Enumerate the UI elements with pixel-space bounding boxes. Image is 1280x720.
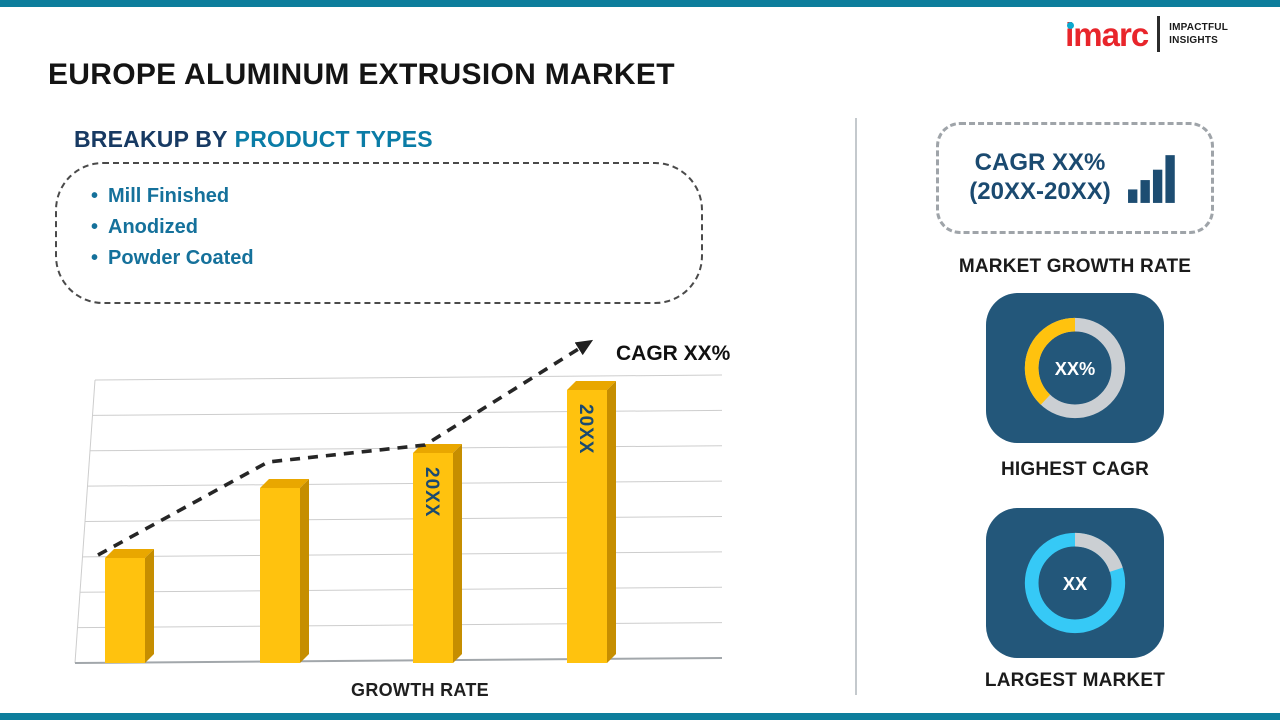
largest-market-value: XX — [1063, 573, 1087, 594]
market-growth-rate-label: MARKET GROWTH RATE — [958, 256, 1192, 277]
largest-market-card: XX — [986, 508, 1164, 658]
logo-i-dot — [1067, 21, 1075, 29]
svg-text:CAGR XX%: CAGR XX% — [616, 342, 731, 365]
logo-tagline: IMPACTFUL INSIGHTS — [1169, 21, 1228, 47]
highest-cagr-value: XX% — [1055, 358, 1096, 379]
tagline-line2: INSIGHTS — [1169, 35, 1218, 46]
logo-word-text: imarc — [1065, 15, 1149, 53]
chart-x-axis-label: GROWTH RATE — [351, 680, 489, 700]
largest-market-donut: XX — [1024, 532, 1126, 634]
list-item: Anodized — [91, 212, 701, 243]
cagr-box: CAGR XX% (20XX-20XX) — [936, 122, 1214, 234]
breakup-heading-prefix: BREAKUP BY — [74, 126, 228, 152]
product-types-box: Mill Finished Anodized Powder Coated — [55, 162, 703, 304]
highest-cagr-label: HIGHEST CAGR — [1000, 459, 1150, 480]
donut-arc — [1024, 317, 1126, 419]
breakup-heading: BREAKUP BY PRODUCT TYPES — [74, 126, 433, 153]
svg-text:20XX: 20XX — [575, 404, 596, 454]
cagr-line2: (20XX-20XX) — [969, 178, 1111, 205]
logo-divider — [1157, 16, 1161, 52]
imarc-logo-text: imarc — [1065, 15, 1149, 53]
growth-bar-chart: 20XX 20XX CAGR XX% — [74, 339, 731, 664]
page-title: EUROPE ALUMINUM EXTRUSION MARKET — [48, 58, 675, 91]
tagline-line1: IMPACTFUL — [1169, 22, 1228, 33]
svg-text:20XX: 20XX — [421, 467, 442, 517]
product-types-list: Mill Finished Anodized Powder Coated — [57, 164, 701, 274]
donut-arc — [1024, 532, 1126, 634]
list-item: Powder Coated — [91, 243, 701, 274]
top-accent-bar — [0, 0, 1280, 7]
largest-market-label: LARGEST MARKET — [984, 670, 1166, 691]
vertical-divider — [855, 118, 857, 695]
highest-cagr-card: XX% — [986, 293, 1164, 443]
bottom-accent-bar — [0, 713, 1280, 720]
breakup-heading-highlight: PRODUCT TYPES — [234, 126, 433, 152]
bar-chart-icon — [1127, 155, 1175, 203]
cagr-text: CAGR XX% (20XX-20XX) — [969, 149, 1110, 207]
imarc-logo: imarc IMPACTFUL INSIGHTS — [1065, 16, 1228, 52]
cagr-line1: CAGR XX% — [974, 149, 1106, 177]
list-item: Mill Finished — [91, 181, 701, 212]
highest-cagr-donut: XX% — [1024, 317, 1126, 419]
